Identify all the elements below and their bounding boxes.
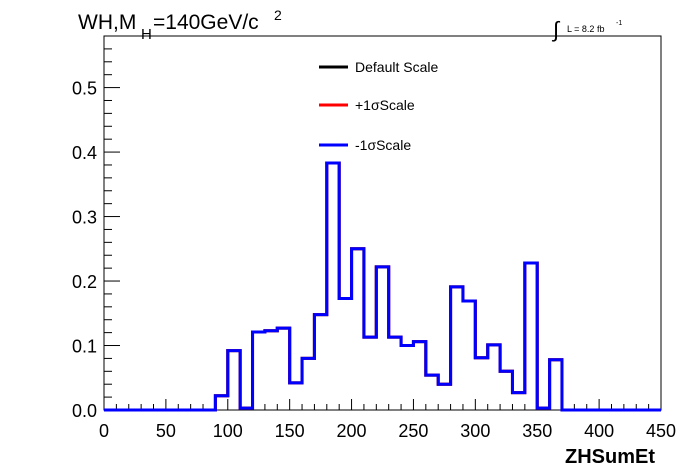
x-tick-label: 200 (337, 421, 367, 441)
plot-frame (103, 35, 662, 411)
title-superscript: 2 (274, 7, 282, 23)
luminosity-text: L = 8.2 fb (567, 24, 604, 34)
legend: Default Scale +1σScale -1σScale (319, 59, 438, 153)
luminosity-label: ∫ L = 8.2 fb -1 (551, 17, 622, 42)
series-line-0 (104, 161, 661, 412)
x-tick-label: 50 (156, 421, 176, 441)
x-axis: 0 50 100 150 200 250 300 350 400 450 (99, 399, 676, 441)
legend-label-default: Default Scale (355, 59, 438, 75)
title-subscript: H (141, 26, 152, 43)
x-tick-label: 100 (213, 421, 243, 441)
integral-sign: ∫ (551, 17, 561, 42)
x-tick-label: 450 (646, 421, 676, 441)
chart-title: WH,M H =140GeV/c 2 (78, 7, 282, 43)
series-line-1 (104, 161, 661, 412)
series-line-2 (104, 161, 661, 412)
y-tick-label: 0.4 (72, 143, 97, 163)
y-tick-label: 0.1 (72, 337, 97, 357)
x-tick-label: 0 (99, 421, 109, 441)
y-tick-label: 0.5 (72, 79, 97, 99)
series-layer (104, 161, 661, 412)
x-tick-label: 150 (275, 421, 305, 441)
x-tick-label: 250 (398, 421, 428, 441)
x-tick-label: 400 (584, 421, 614, 441)
x-tick-label: 350 (522, 421, 552, 441)
x-axis-title: ZHSumEt (565, 446, 655, 468)
legend-label-plus: +1σScale (355, 97, 415, 113)
legend-label-minus: -1σScale (355, 137, 411, 153)
x-tick-label: 300 (460, 421, 490, 441)
y-tick-label: 0.0 (72, 401, 97, 421)
y-tick-label: 0.3 (72, 208, 97, 228)
luminosity-superscript: -1 (616, 20, 622, 27)
title-rest: =140GeV/c (153, 11, 259, 34)
y-tick-label: 0.2 (72, 272, 97, 292)
title-main: WH,M (78, 11, 136, 34)
y-axis: 0.0 0.1 0.2 0.3 0.4 0.5 (72, 48, 120, 421)
